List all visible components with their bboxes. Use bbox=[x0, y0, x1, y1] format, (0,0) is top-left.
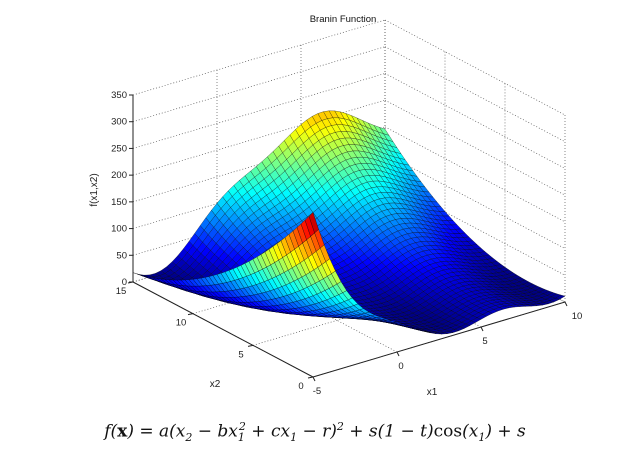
x2-tick-label: 5 bbox=[238, 349, 243, 360]
z-axis-label: f(x1,x2) bbox=[89, 173, 100, 206]
grid-line-z bbox=[384, 19, 566, 116]
surface-patch bbox=[308, 212, 319, 234]
x2-tick-label: 10 bbox=[176, 318, 187, 329]
x2-axis-line bbox=[132, 281, 314, 378]
x1-tick bbox=[396, 351, 400, 357]
grid-line-z bbox=[384, 99, 566, 196]
x1-axis-label: x1 bbox=[427, 387, 438, 398]
x1-tick-label: 0 bbox=[398, 361, 403, 372]
surface bbox=[132, 110, 566, 335]
x2-tick bbox=[307, 376, 314, 379]
x1-tick bbox=[312, 376, 316, 382]
x2-axis-label: x2 bbox=[210, 379, 221, 390]
grid-line-z bbox=[384, 46, 566, 143]
grid-line-z bbox=[132, 73, 386, 149]
x2-tick bbox=[247, 344, 254, 347]
x1-tick-label: 10 bbox=[572, 311, 583, 322]
x1-tick bbox=[564, 301, 568, 307]
grid-line-z bbox=[132, 19, 386, 96]
x1-tick bbox=[480, 326, 484, 332]
z-tick-label: 250 bbox=[111, 143, 127, 154]
x1-tick-label: 5 bbox=[482, 336, 487, 347]
surface-plot: 0 50 100 150 200 250 300 350 0 5 10 15 -5 0 5 10 Branin… bbox=[89, 14, 582, 398]
z-tick-label: 200 bbox=[111, 170, 127, 181]
grid-line-z bbox=[132, 46, 386, 123]
z-tick-label: 350 bbox=[111, 90, 127, 101]
z-tick-label: 100 bbox=[111, 224, 127, 235]
x2-tick-label: 15 bbox=[116, 286, 127, 297]
chart-title: Branin Function bbox=[310, 14, 377, 25]
x2-tick bbox=[127, 281, 134, 284]
axes: 0 50 100 150 200 250 300 350 0 5 10 15 -5 0 5 10 bbox=[111, 90, 582, 397]
x2-tick-label: 0 bbox=[298, 381, 303, 392]
grid-line-z bbox=[384, 153, 566, 249]
x1-tick-label: -5 bbox=[313, 386, 321, 397]
x1-axis-line bbox=[312, 301, 566, 378]
grid-line-z bbox=[384, 73, 566, 169]
z-tick-label: 150 bbox=[111, 197, 127, 208]
grid-line-x1-floor bbox=[216, 256, 398, 353]
branin-formula: f(x) = a(x2 − bx12 + cx1 − r)2 + s(1 − t… bbox=[104, 420, 526, 445]
z-tick-label: 0 bbox=[122, 277, 127, 288]
z-tick-label: 300 bbox=[111, 117, 127, 128]
grid-line-z bbox=[384, 126, 566, 223]
x2-tick bbox=[187, 313, 194, 316]
z-tick-label: 50 bbox=[116, 250, 127, 261]
